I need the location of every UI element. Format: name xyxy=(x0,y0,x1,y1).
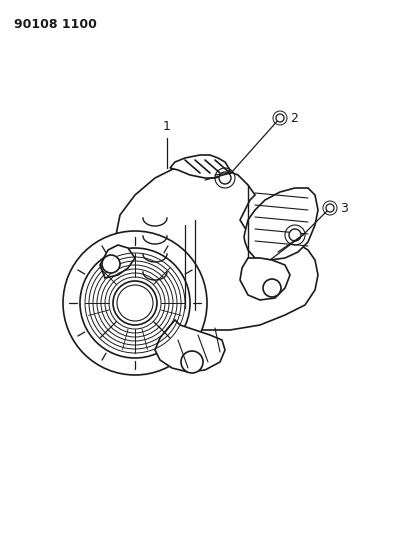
Text: 90108 1100: 90108 1100 xyxy=(14,18,97,31)
Text: 2: 2 xyxy=(290,111,298,125)
Ellipse shape xyxy=(289,229,301,241)
Ellipse shape xyxy=(263,279,281,297)
Polygon shape xyxy=(108,165,318,330)
Ellipse shape xyxy=(63,231,207,375)
Polygon shape xyxy=(244,188,318,260)
Polygon shape xyxy=(170,155,230,178)
Ellipse shape xyxy=(113,281,157,325)
Text: 1: 1 xyxy=(163,120,171,133)
Ellipse shape xyxy=(181,351,203,373)
Ellipse shape xyxy=(276,114,284,122)
Text: 3: 3 xyxy=(340,201,348,214)
Ellipse shape xyxy=(80,248,190,358)
Ellipse shape xyxy=(117,285,153,321)
Polygon shape xyxy=(240,258,290,300)
Ellipse shape xyxy=(102,255,120,273)
Ellipse shape xyxy=(326,204,334,212)
Polygon shape xyxy=(155,320,225,372)
Polygon shape xyxy=(100,245,135,278)
Ellipse shape xyxy=(219,172,231,184)
